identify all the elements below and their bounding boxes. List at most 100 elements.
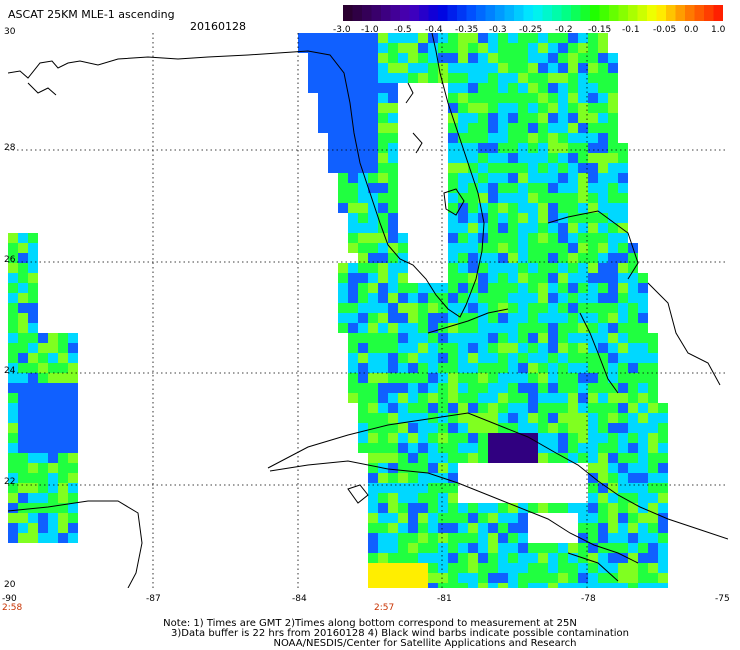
swath-cell (338, 263, 348, 273)
swath-cell (528, 73, 538, 83)
swath-cell (428, 303, 438, 313)
swath-cell (428, 523, 438, 533)
swath-cell (368, 33, 378, 43)
swath-cell (588, 403, 598, 413)
swath-cell (618, 183, 628, 193)
swath-cell (608, 253, 618, 263)
swath-cell (418, 553, 428, 563)
swath-cell (458, 223, 468, 233)
swath-cell (578, 443, 588, 453)
swath-cell (588, 293, 598, 303)
swath-cell (498, 163, 508, 173)
swath-cell (648, 393, 658, 403)
swath-cell (438, 433, 448, 443)
swath-cell (338, 193, 348, 203)
swath-cell (458, 453, 468, 463)
swath-cell (618, 483, 628, 493)
swath-cell (358, 203, 368, 213)
colorbar-segment (704, 5, 714, 21)
swath-cell (588, 83, 598, 93)
swath-cell (628, 543, 638, 553)
swath-cell (618, 573, 628, 583)
swath-cell (638, 573, 648, 583)
swath-cell (588, 353, 598, 363)
swath-cell (408, 63, 418, 73)
swath-time-right: 2:57 (374, 603, 395, 613)
swath-cell (488, 133, 498, 143)
swath-cell (58, 463, 68, 473)
swath-cell (18, 453, 28, 463)
swath-cell (628, 273, 638, 283)
swath-cell (328, 153, 338, 163)
swath-cell (578, 543, 588, 553)
swath-cell (648, 503, 658, 513)
swath-cell (498, 113, 508, 123)
swath-cell (548, 43, 558, 53)
swath-cell (478, 93, 488, 103)
swath-cell (598, 283, 608, 293)
swath-cell (588, 333, 598, 343)
swath-cell (8, 313, 18, 323)
swath-cell (338, 93, 348, 103)
swath-cell (518, 113, 528, 123)
swath-cell (388, 53, 398, 63)
swath-cell (358, 403, 368, 413)
swath-cell (628, 343, 638, 353)
swath-cell (68, 333, 78, 343)
swath-cell (18, 323, 28, 333)
swath-cell (588, 303, 598, 313)
swath-cell (338, 323, 348, 333)
swath-cell (478, 223, 488, 233)
swath-cell (538, 153, 548, 163)
swath-cell (448, 453, 458, 463)
swath-cell (8, 303, 18, 313)
swath-cell (608, 143, 618, 153)
swath-cell (568, 73, 578, 83)
swath-cell (388, 523, 398, 533)
swath-cell (358, 113, 368, 123)
swath-cell (458, 133, 468, 143)
swath-cell (318, 113, 328, 123)
swath-cell (488, 103, 498, 113)
swath-cell (38, 403, 48, 413)
swath-cell (558, 363, 568, 373)
swath-cell (68, 433, 78, 443)
swath-cell (558, 453, 568, 463)
swath-cell (368, 93, 378, 103)
swath-cell (18, 523, 28, 533)
swath-cell (378, 533, 388, 543)
swath-cell (588, 163, 598, 173)
swath-cell (48, 333, 58, 343)
swath-cell (448, 223, 458, 233)
swath-cell (368, 453, 378, 463)
swath-cell (508, 133, 518, 143)
swath-cell (528, 163, 538, 173)
swath-cell (488, 113, 498, 123)
swath-cell (8, 373, 18, 383)
swath-cell (588, 113, 598, 123)
swath-cell (368, 573, 378, 583)
swath-cell (68, 383, 78, 393)
swath-cell (588, 63, 598, 73)
swath-cell (598, 493, 608, 503)
colorbar-segment (523, 5, 534, 21)
swath-cell (588, 493, 598, 503)
swath-cell (338, 83, 348, 93)
swath-cell (458, 43, 468, 53)
swath-cell (388, 213, 398, 223)
swath-cell (468, 163, 478, 173)
swath-cell (58, 373, 68, 383)
swath-cell (38, 383, 48, 393)
swath-cell (348, 243, 358, 253)
swath-cell (378, 483, 388, 493)
swath-cell (458, 313, 468, 323)
swath-cell (338, 73, 348, 83)
swath-cell (378, 193, 388, 203)
swath-cell (508, 143, 518, 153)
swath-cell (38, 353, 48, 363)
swath-cell (598, 393, 608, 403)
swath-cell (8, 443, 18, 453)
swath-cell (518, 313, 528, 323)
swath-cell (598, 463, 608, 473)
swath-cell (398, 33, 408, 43)
